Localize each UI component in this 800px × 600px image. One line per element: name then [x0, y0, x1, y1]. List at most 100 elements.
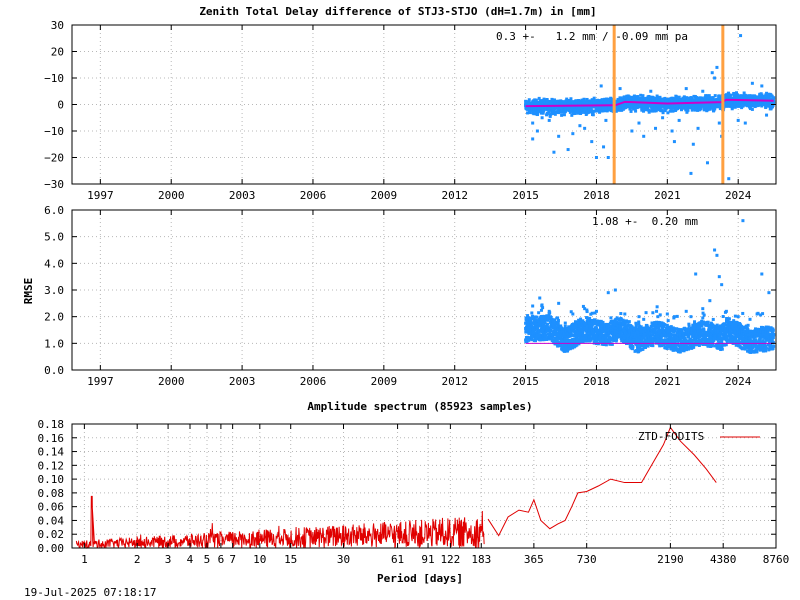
panel1-outlier	[710, 71, 714, 75]
panel2-point	[609, 324, 613, 328]
panel1-point	[560, 100, 564, 104]
panel2-point	[549, 315, 553, 319]
panel2-point	[724, 333, 728, 337]
panel2-point	[722, 331, 726, 335]
panel2-point	[594, 326, 598, 330]
panel2-point	[560, 341, 564, 345]
panel1-point	[542, 109, 546, 113]
panel1-point	[636, 95, 640, 99]
panel1-point	[750, 107, 754, 111]
panel1-outlier	[765, 113, 769, 117]
panel1-point	[732, 91, 736, 95]
panel1-outlier	[743, 121, 747, 125]
panel1-point	[598, 109, 602, 113]
panel2-point	[633, 335, 637, 339]
panel1-point	[676, 107, 680, 111]
panel2-point	[658, 328, 662, 332]
panel1-point	[596, 109, 600, 113]
panel1-point	[598, 110, 602, 114]
panel2-point	[680, 328, 684, 332]
panel2-point	[651, 311, 655, 315]
panel1-point	[528, 111, 532, 115]
panel2-point	[720, 325, 724, 329]
panel2-point	[606, 333, 610, 337]
panel2-point	[619, 324, 623, 328]
panel2-point	[529, 316, 533, 320]
panel1-point	[718, 107, 722, 111]
panel2-point	[678, 348, 682, 352]
panel2-point	[678, 350, 682, 354]
panel1-point	[657, 97, 661, 101]
panel1-point	[560, 113, 564, 117]
panel2-point	[598, 336, 602, 340]
panel2-point	[525, 340, 529, 344]
panel1-point	[733, 105, 737, 109]
panel2-point	[577, 342, 581, 346]
panel2-point	[634, 323, 638, 327]
panel2-point	[676, 348, 680, 352]
panel2-point	[546, 322, 550, 326]
panel1-point	[674, 95, 678, 99]
panel1-point	[711, 96, 715, 100]
panel2-point	[628, 329, 632, 333]
panel2-point	[646, 344, 650, 348]
panel1-point	[651, 107, 655, 111]
panel1-outlier	[642, 134, 646, 138]
panel2-point	[675, 314, 679, 318]
panel1-outlier	[713, 76, 717, 80]
panel2-point	[613, 335, 617, 339]
panel2-point	[626, 334, 630, 338]
panel1-point	[671, 109, 675, 113]
panel2-point	[641, 342, 645, 346]
panel2-point	[640, 344, 644, 348]
panel2-point	[669, 325, 673, 329]
panel1-point	[527, 98, 531, 102]
panel2-point	[693, 320, 697, 324]
panel2-point	[530, 325, 534, 329]
panel2-point	[655, 339, 659, 343]
panel2-point	[725, 340, 729, 344]
panel2-point	[619, 327, 623, 331]
panel2-point	[734, 330, 738, 334]
panel2-point	[634, 333, 638, 337]
panel2-point	[604, 343, 608, 347]
panel1-point	[767, 94, 771, 98]
panel2-point	[671, 336, 675, 340]
panel2-point	[581, 332, 585, 336]
panel1-outlier	[717, 121, 721, 125]
panel1-point	[661, 97, 665, 101]
panel2-point	[724, 331, 728, 335]
panel2-point	[701, 311, 705, 315]
panel2-point	[569, 331, 573, 335]
panel2-point	[674, 344, 678, 348]
panel1-point	[693, 108, 697, 112]
panel1-point	[696, 108, 700, 112]
panel2-point	[610, 336, 614, 340]
panel2-point	[534, 318, 538, 322]
panel2-point	[610, 342, 614, 346]
panel2-point	[683, 336, 687, 340]
panel2-point	[708, 328, 712, 332]
panel1-point	[653, 105, 657, 109]
panel2-point	[563, 324, 567, 328]
panel2-point	[570, 340, 574, 344]
panel2-point	[559, 334, 563, 338]
panel2-point	[605, 338, 609, 342]
panel1-point	[682, 95, 686, 99]
panel1-point	[569, 97, 573, 101]
panel1-point	[748, 107, 752, 111]
panel1-point	[536, 111, 540, 115]
panel2-point	[662, 343, 666, 347]
panel1-point	[677, 95, 681, 99]
panel2-point	[625, 326, 629, 330]
panel1-point	[579, 110, 583, 114]
panel2-point	[621, 336, 625, 340]
panel2-point	[620, 333, 624, 337]
panel2-point	[668, 329, 672, 333]
panel2-point	[687, 327, 691, 331]
panel1-point	[756, 104, 760, 108]
panel1-point	[765, 91, 769, 95]
panel1-point	[641, 94, 645, 98]
panel1-point	[619, 96, 623, 100]
panel1-point	[551, 111, 555, 115]
